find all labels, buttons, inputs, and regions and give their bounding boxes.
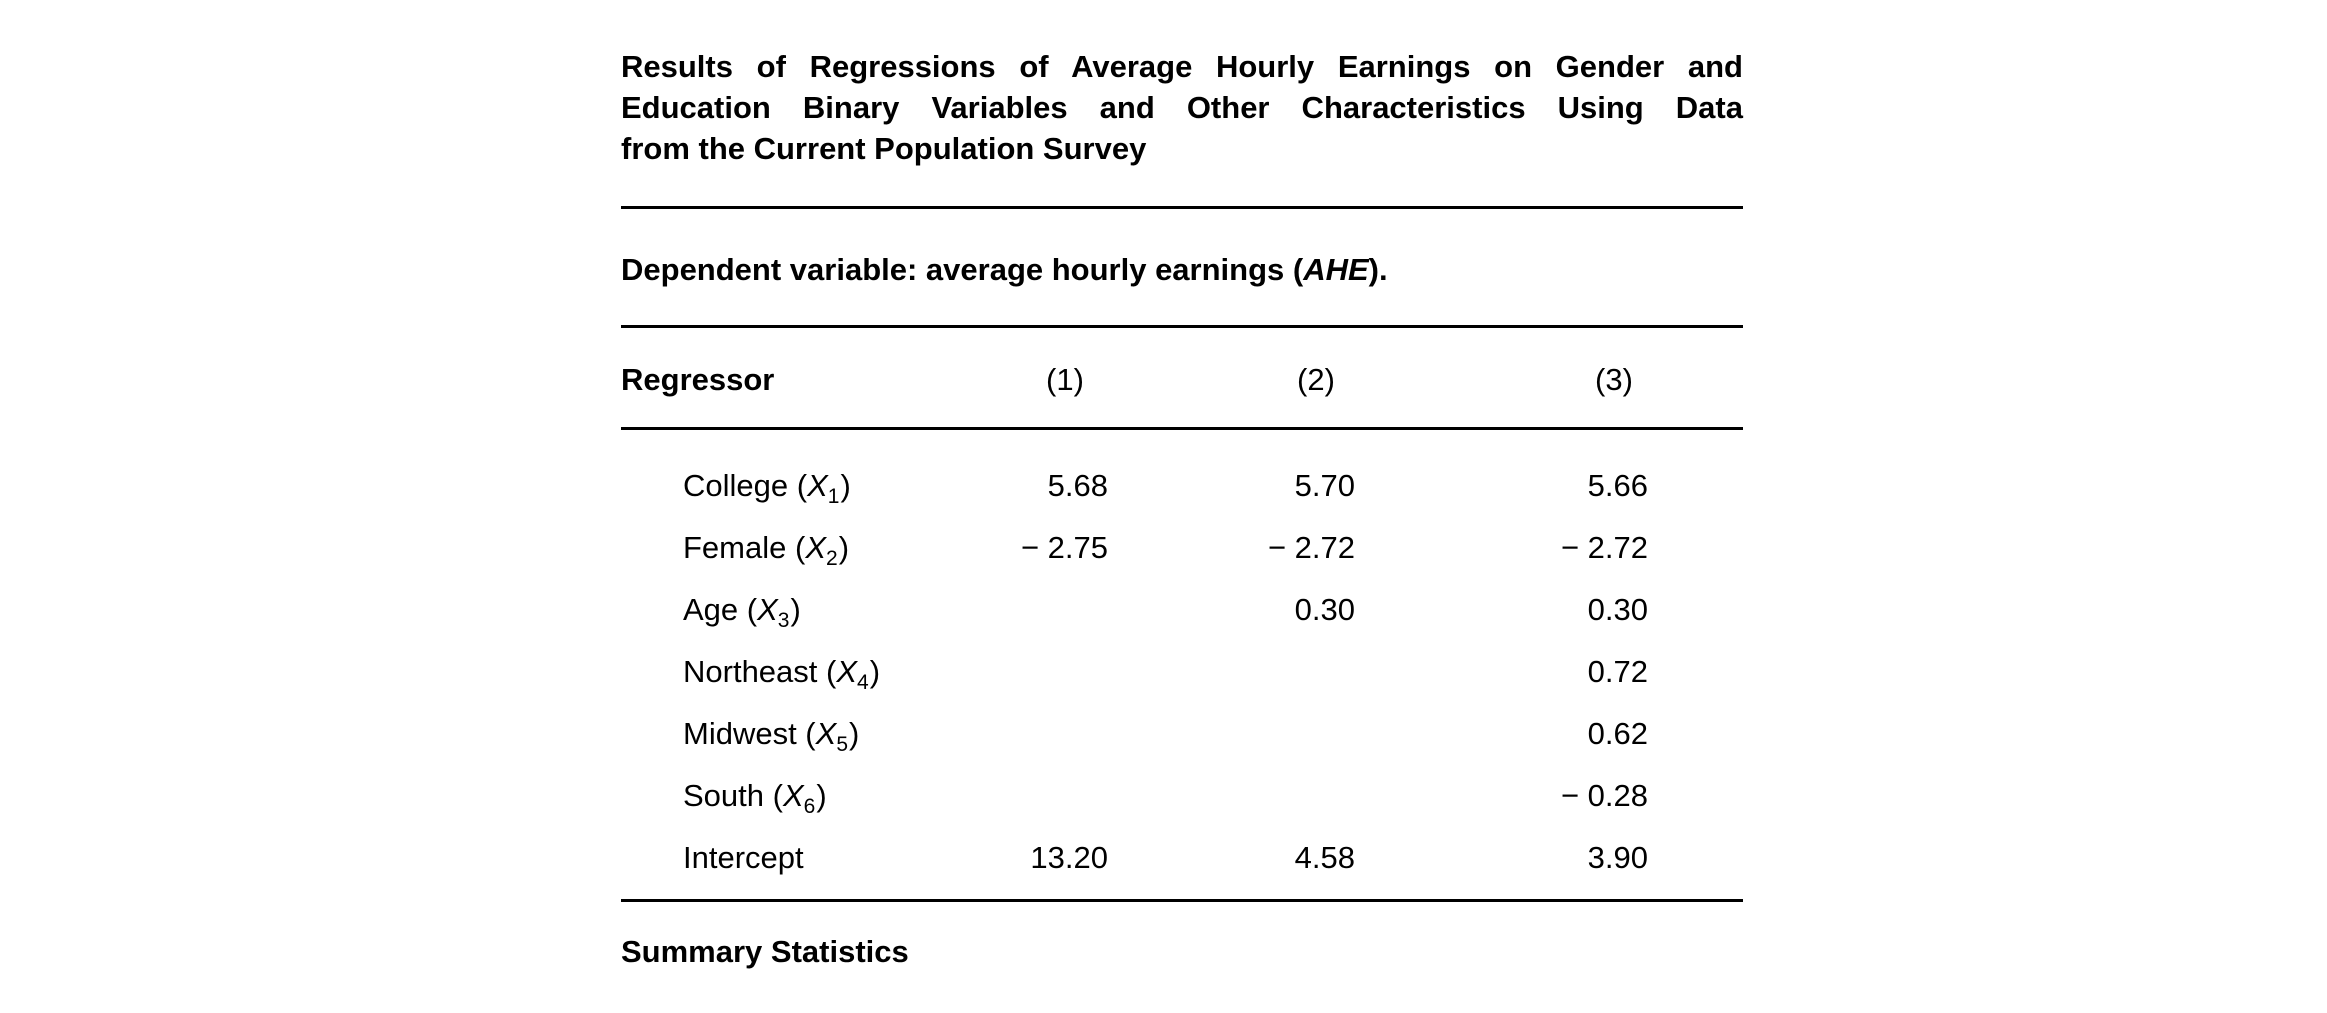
row-label-text: College ( bbox=[683, 468, 808, 503]
dependent-variable-text: Dependent variable: average hourly earni… bbox=[621, 252, 1304, 287]
table-row-age: Age (X3) 0.30 0.30 bbox=[621, 579, 1743, 641]
column-header-3: (3) bbox=[1595, 362, 1633, 397]
horizontal-rule-bottom bbox=[621, 899, 1743, 902]
cell-value-col3: − 2.72 bbox=[1560, 530, 1648, 565]
row-label-variable: X bbox=[807, 468, 828, 503]
row-label-suffix: ) bbox=[840, 468, 851, 503]
summary-statistics-heading: Summary Statistics bbox=[621, 934, 909, 969]
cell-value-col1: − 2.75 bbox=[1020, 530, 1108, 565]
cell-value-col3: 0.30 bbox=[1587, 592, 1648, 627]
regression-results-table: Results of Regressions of Average Hourly… bbox=[621, 0, 1743, 1013]
row-label-text: South ( bbox=[683, 778, 783, 813]
row-label-subscript: 3 bbox=[777, 609, 791, 632]
row-label-text: Age ( bbox=[683, 592, 758, 627]
row-label-subscript: 4 bbox=[857, 671, 870, 694]
row-label-suffix: ) bbox=[849, 716, 860, 751]
row-label-suffix: ) bbox=[838, 530, 850, 565]
row-label-subscript: 5 bbox=[836, 733, 850, 756]
row-label-suffix: ) bbox=[816, 778, 827, 813]
table-row-south: South (X6) − 0.28 bbox=[621, 765, 1743, 827]
table-row-northeast: Northeast (X4) 0.72 bbox=[621, 641, 1743, 703]
column-header-regressor: Regressor bbox=[621, 362, 775, 397]
column-header-1: (1) bbox=[1046, 362, 1084, 397]
horizontal-rule-subhead bbox=[621, 325, 1743, 328]
dependent-variable-abbrev: AHE bbox=[1303, 252, 1369, 287]
table-row-female: Female (X2) − 2.75 − 2.72 − 2.72 bbox=[621, 517, 1743, 579]
row-label-text: Intercept bbox=[683, 840, 804, 875]
row-label: South (X6) bbox=[683, 765, 827, 838]
row-label-subscript: 1 bbox=[827, 485, 841, 508]
cell-value-col2: 4.58 bbox=[1294, 840, 1355, 875]
row-label: Female (X2) bbox=[683, 517, 849, 590]
cell-value-col3: 3.90 bbox=[1587, 840, 1648, 875]
cell-value-col2: 0.30 bbox=[1294, 592, 1355, 627]
row-label: Midwest (X5) bbox=[683, 703, 859, 776]
row-label-variable: X bbox=[757, 592, 778, 627]
row-label-suffix: ) bbox=[790, 592, 801, 627]
row-label-text: Midwest ( bbox=[683, 716, 816, 751]
row-label-text: Female ( bbox=[683, 530, 806, 565]
cell-value-col3: 5.66 bbox=[1587, 468, 1648, 503]
horizontal-rule-top bbox=[621, 206, 1743, 209]
horizontal-rule-header bbox=[621, 427, 1743, 430]
cell-value-col3: 0.62 bbox=[1587, 716, 1648, 751]
title-line-1: Results of Regressions of Average Hourly… bbox=[621, 49, 1743, 84]
table-row-midwest: Midwest (X5) 0.62 bbox=[621, 703, 1743, 765]
cell-value-col3: − 0.28 bbox=[1560, 778, 1648, 813]
column-header-2: (2) bbox=[1297, 362, 1335, 397]
row-label-variable: X bbox=[815, 716, 837, 751]
table-row-college: College (X1) 5.68 5.70 5.66 bbox=[621, 455, 1743, 517]
row-label: College (X1) bbox=[683, 455, 851, 528]
title-line-2: Education Binary Variables and Other Cha… bbox=[621, 90, 1743, 125]
dependent-variable-note: Dependent variable: average hourly earni… bbox=[621, 254, 1388, 285]
table-body: College (X1) 5.68 5.70 5.66 Female (X2) … bbox=[621, 455, 1743, 889]
row-label-variable: X bbox=[836, 654, 858, 689]
cell-value-col2: 5.70 bbox=[1294, 468, 1355, 503]
row-label-suffix: ) bbox=[869, 654, 881, 689]
row-label-variable: X bbox=[805, 530, 826, 565]
row-label: Age (X3) bbox=[683, 579, 801, 652]
table-title: Results of Regressions of Average Hourly… bbox=[621, 46, 1743, 169]
cell-value-col3: 0.72 bbox=[1587, 654, 1648, 689]
row-label-variable: X bbox=[782, 778, 804, 813]
row-label-subscript: 2 bbox=[826, 547, 839, 570]
row-label: Northeast (X4) bbox=[683, 641, 880, 714]
cell-value-col2: − 2.72 bbox=[1267, 530, 1355, 565]
dependent-variable-suffix: ). bbox=[1368, 252, 1388, 287]
table-row-intercept: Intercept 13.20 4.58 3.90 bbox=[621, 827, 1743, 889]
cell-value-col1: 5.68 bbox=[1047, 468, 1108, 503]
title-line-3: from the Current Population Survey bbox=[621, 131, 1147, 166]
row-label-subscript: 6 bbox=[803, 795, 817, 818]
row-label: Intercept bbox=[683, 827, 804, 900]
row-label-text: Northeast ( bbox=[683, 654, 837, 689]
cell-value-col1: 13.20 bbox=[1030, 840, 1108, 875]
